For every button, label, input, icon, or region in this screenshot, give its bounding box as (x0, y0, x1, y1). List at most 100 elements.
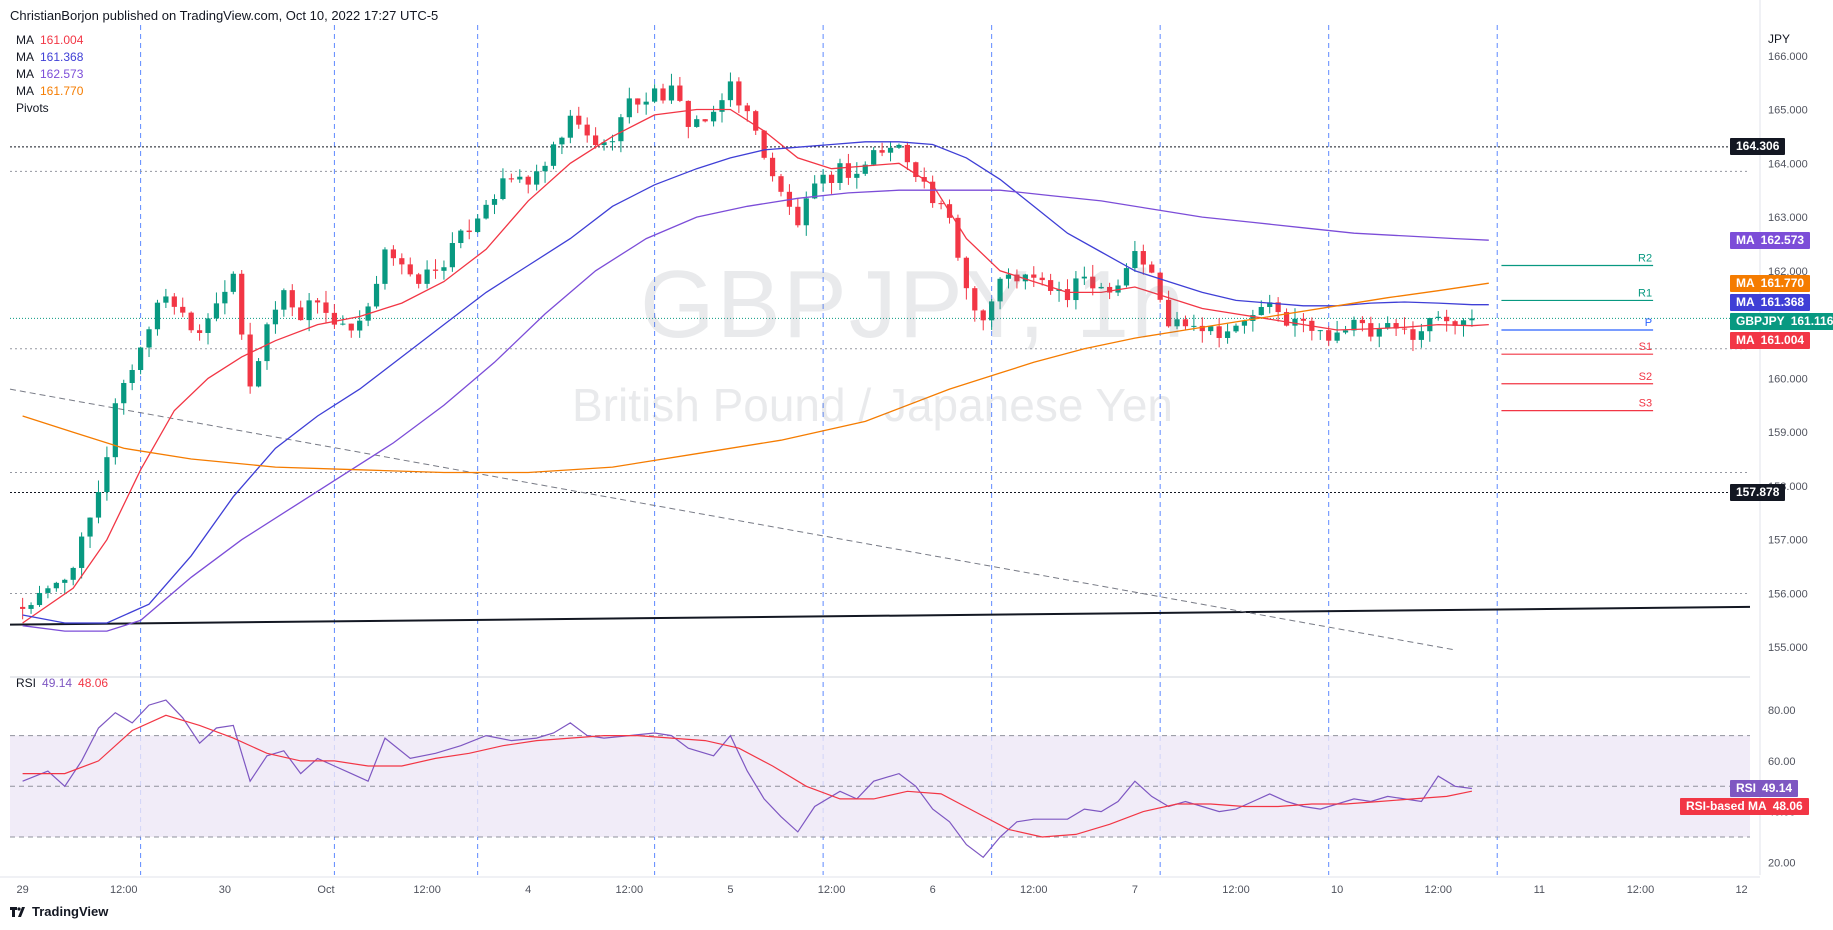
price-tag-value: 161.770 (1760, 275, 1805, 290)
candle-body (694, 119, 700, 127)
price-tag-value: 161.368 (1760, 295, 1805, 310)
time-tick-label: 12 (1735, 884, 1747, 896)
candle-body (584, 124, 590, 136)
candle-body (1115, 285, 1121, 293)
candle-body (1292, 318, 1298, 326)
legend-ma-4[interactable]: MA 161.770 (16, 84, 83, 98)
candle-body (62, 579, 68, 583)
tradingview-logo-text: TradingView (32, 904, 109, 919)
moving-average-line (22, 141, 1489, 624)
candle-body (79, 536, 85, 568)
candle-body (1376, 328, 1382, 337)
price-tag-symbol: GBPJPY (1736, 314, 1785, 329)
price-tag-last: GBPJPY 161.116 (1730, 313, 1833, 331)
candle-body (239, 273, 245, 335)
candle-body (424, 269, 430, 284)
candle-body (87, 517, 93, 537)
candle-body (542, 165, 548, 172)
legend-ma-label: MA (16, 67, 34, 81)
candle-body (1182, 319, 1189, 327)
candle-body (896, 144, 902, 148)
candle-body (517, 176, 523, 180)
candle-body (306, 300, 312, 321)
candle-body (129, 370, 135, 383)
price-tick-label: 164.000 (1768, 158, 1808, 170)
candle-body (222, 291, 228, 304)
candle-body (357, 320, 363, 331)
candle-body (803, 198, 809, 226)
candle-body (121, 382, 127, 404)
candle-body (1359, 319, 1366, 324)
pivot-label: P (1645, 317, 1652, 329)
time-tick-label: 12:00 (1222, 884, 1250, 896)
candle-body (744, 105, 750, 112)
candle-body (618, 117, 624, 142)
candle-body (475, 218, 481, 233)
rsi-line (22, 699, 1472, 859)
candle-body (635, 98, 641, 105)
candle-body (1132, 251, 1138, 269)
candle-body (795, 206, 801, 226)
price-tag-rsi-ma-label: RSI-based MA (1686, 799, 1767, 814)
candle-body (449, 243, 455, 268)
candle-body (53, 582, 59, 589)
candle-body (980, 310, 986, 321)
price-tick-label: 157.000 (1768, 535, 1808, 547)
price-tag-ma-label: MA (1736, 232, 1755, 247)
candle-body (534, 171, 540, 185)
candle-body (146, 329, 152, 348)
candle-body (1444, 316, 1450, 322)
legend-pivots[interactable]: Pivots (16, 101, 55, 115)
candle-body (1317, 330, 1323, 332)
candle-body (298, 307, 304, 321)
candle-body (1140, 251, 1146, 265)
candle-body (247, 334, 253, 387)
price-tag-ma-161770: MA 161.770 (1730, 274, 1811, 292)
candle-body (1393, 323, 1399, 329)
pivot-label: S2 (1639, 371, 1652, 383)
tradingview-logo[interactable]: TradingView (10, 904, 108, 919)
candle-body (989, 301, 995, 321)
rsi-tick-label: 80.00 (1768, 705, 1796, 717)
candle-body (70, 567, 76, 580)
candle-body (567, 115, 573, 138)
moving-average-line (22, 108, 1489, 624)
candle-body (45, 588, 51, 593)
candle-body (525, 176, 531, 185)
rsi-legend-value: 49.14 (42, 676, 73, 690)
candle-body (601, 142, 607, 146)
legend-pivots-label: Pivots (16, 101, 49, 115)
candle-body (1165, 299, 1172, 327)
price-tag-ma-label: MA (1736, 275, 1755, 290)
candle-body (593, 135, 599, 146)
price-tick-label: 155.000 (1768, 642, 1808, 654)
time-tick-label: 11 (1534, 884, 1545, 896)
candle-body (20, 606, 26, 609)
price-tag-ma-162573: MA 162.573 (1730, 231, 1811, 249)
price-tag-rsi-label: RSI (1736, 780, 1757, 795)
candle-body (500, 178, 506, 199)
candle-body (264, 324, 270, 362)
time-tick-label: 12:00 (616, 884, 644, 896)
candle-body (1334, 332, 1340, 341)
chart-grid (140, 25, 1498, 875)
candle-body (112, 403, 118, 458)
candle-body (1241, 320, 1248, 326)
watermark-description: British Pound / Japanese Yen (572, 379, 1174, 431)
candle-body (668, 85, 675, 101)
price-tag-value: 49.14 (1762, 780, 1793, 795)
legend-ma-3[interactable]: MA 162.573 (16, 67, 83, 81)
legend-ma-1[interactable]: MA 161.004 (16, 33, 83, 47)
price-tick-label: 159.000 (1768, 427, 1808, 439)
pivot-label: R2 (1638, 252, 1652, 264)
rsi-legend[interactable]: RSI 49.14 48.06 (16, 676, 108, 690)
candle-body (466, 230, 472, 233)
candle-body (1233, 325, 1239, 332)
candle-body (702, 119, 708, 122)
time-tick-label: 4 (525, 884, 531, 896)
legend-ma-2[interactable]: MA 161.368 (16, 50, 83, 64)
price-tag-157878: 157.878 (1730, 483, 1786, 501)
candle-body (1460, 320, 1467, 326)
